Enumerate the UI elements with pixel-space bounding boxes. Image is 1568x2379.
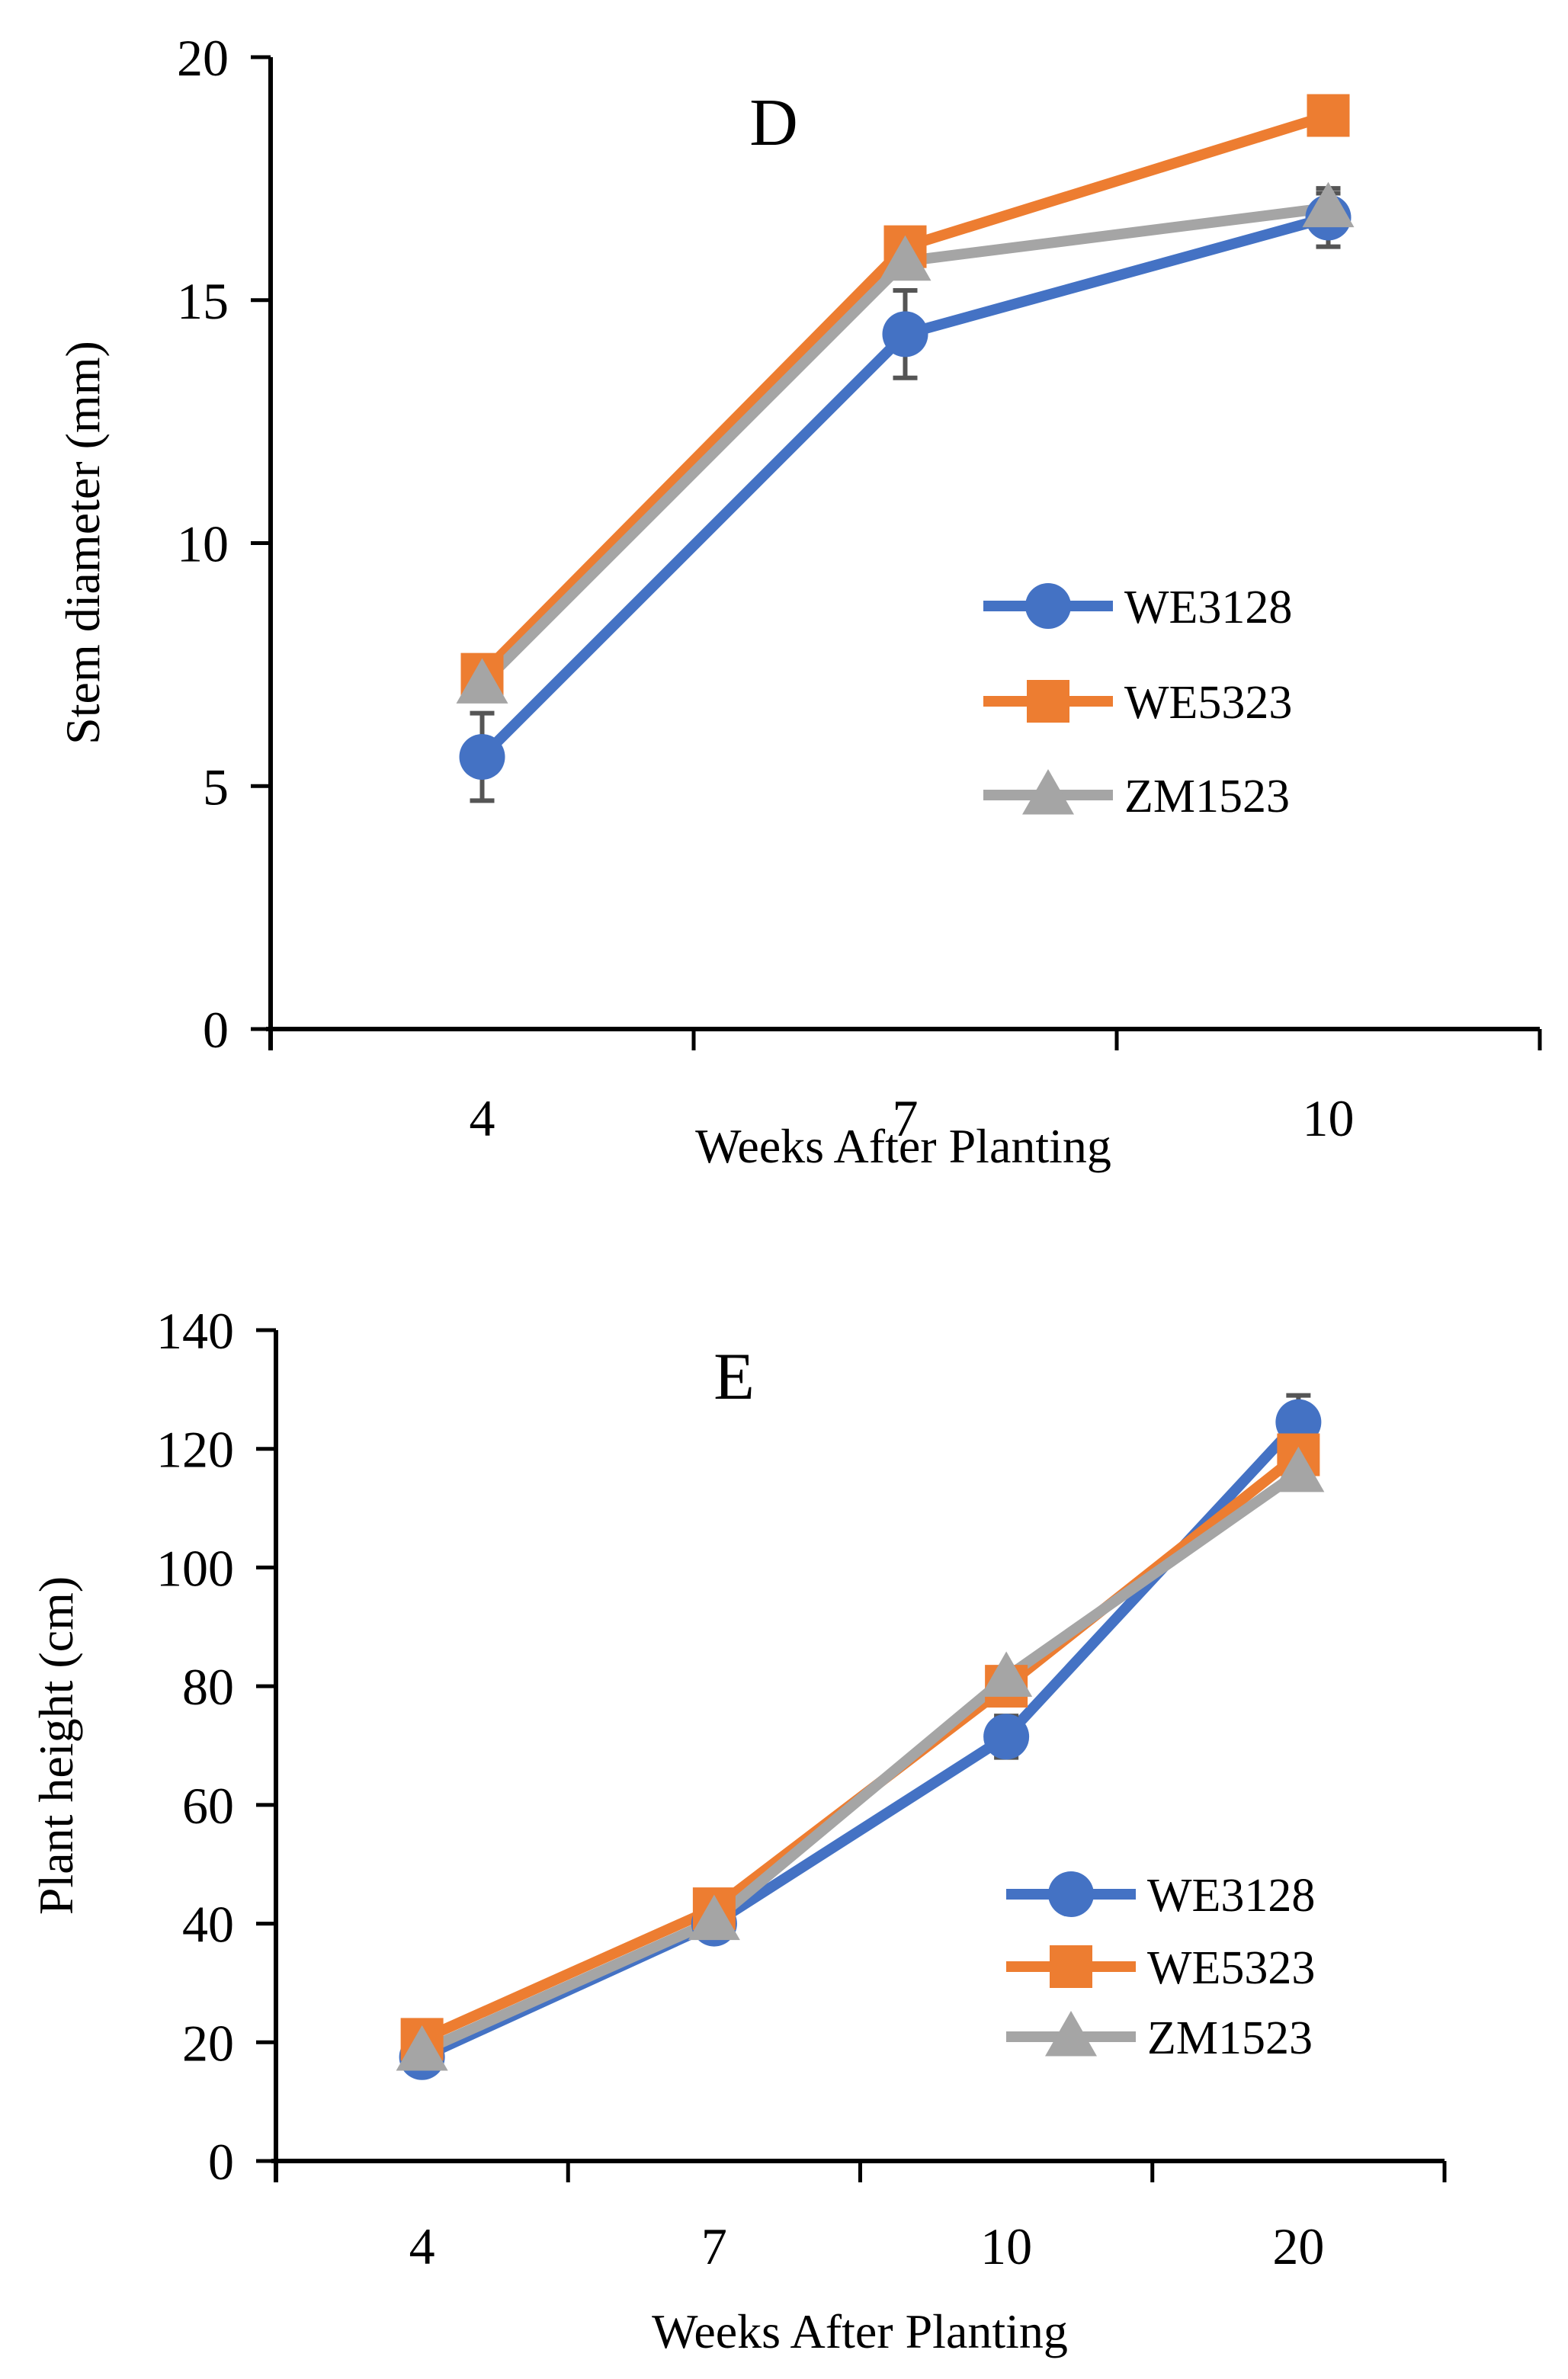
legend-label: ZM1523 <box>1124 771 1290 822</box>
series-line-zm1523 <box>419 1468 1302 2057</box>
y-tick-label: 80 <box>182 1658 234 1716</box>
y-tick-label: 20 <box>182 2014 234 2072</box>
x-tick-label: 4 <box>409 2217 435 2275</box>
data-point-we3128 <box>882 311 928 357</box>
x-tick-label: 10 <box>980 2217 1032 2275</box>
legend-label: WE5323 <box>1124 677 1292 729</box>
legend-label: WE3128 <box>1147 1870 1315 1922</box>
data-point-zm1523 <box>688 1894 740 1941</box>
y-axis-title: Plant height (cm) <box>29 1576 83 1915</box>
data-point-zm1523 <box>1272 1446 1325 1492</box>
data-point-we3128 <box>983 1714 1030 1760</box>
data-point-zm1523 <box>456 658 508 704</box>
y-tick-label: 60 <box>182 1777 234 1835</box>
y-tick-label: 0 <box>208 2133 234 2191</box>
data-point-zm1523 <box>1302 181 1355 228</box>
legend-label: WE3128 <box>1124 582 1292 633</box>
legend-marker-we5323 <box>1050 1945 1092 1988</box>
data-point-zm1523 <box>396 2025 448 2071</box>
data-point-we5323 <box>1307 94 1350 137</box>
x-tick-label: 7 <box>701 2217 727 2275</box>
legend-marker-we5323 <box>1027 680 1069 723</box>
y-tick-label: 20 <box>177 29 229 87</box>
data-point-zm1523 <box>879 235 932 281</box>
data-point-zm1523 <box>980 1651 1033 1697</box>
y-tick-label: 10 <box>177 515 229 573</box>
x-tick-label: 20 <box>1272 2217 1324 2275</box>
x-tick-label: 7 <box>893 1089 919 1147</box>
y-axis-title: Stem diameter (mm) <box>56 341 110 745</box>
panel-label: D <box>749 86 798 160</box>
y-tick-label: 120 <box>156 1421 234 1479</box>
legend-label: ZM1523 <box>1147 2012 1313 2064</box>
x-axis-title: Weeks After Planting <box>695 1119 1111 1173</box>
legend-marker-zm1523 <box>1045 2011 1097 2057</box>
y-tick-label: 0 <box>203 1001 229 1059</box>
legend-label: WE5323 <box>1147 1942 1315 1994</box>
panel-label: E <box>713 1340 755 1414</box>
x-tick-label: 4 <box>470 1089 495 1147</box>
x-tick-label: 10 <box>1303 1089 1355 1147</box>
y-tick-label: 140 <box>156 1302 234 1360</box>
stem-diameter-chart: 0 5 10 15 20 4 7 10 Weeks After Planting Stem dia… <box>56 29 1542 1173</box>
legend-marker-zm1523 <box>1022 769 1074 815</box>
legend-marker-we3128 <box>1025 583 1071 629</box>
data-point-we3128 <box>459 734 505 780</box>
y-tick-label: 40 <box>182 1896 234 1954</box>
y-tick-label: 15 <box>177 272 229 330</box>
y-tick-label: 5 <box>203 758 229 816</box>
x-axis-title: Weeks After Planting <box>652 2304 1068 2358</box>
plant-height-chart: 0 20 40 60 80 100 120 140 4 7 10 20 Weeks After Plan… <box>29 1302 1447 2358</box>
y-tick-label: 100 <box>156 1539 234 1597</box>
legend-marker-we3128 <box>1048 1871 1094 1917</box>
